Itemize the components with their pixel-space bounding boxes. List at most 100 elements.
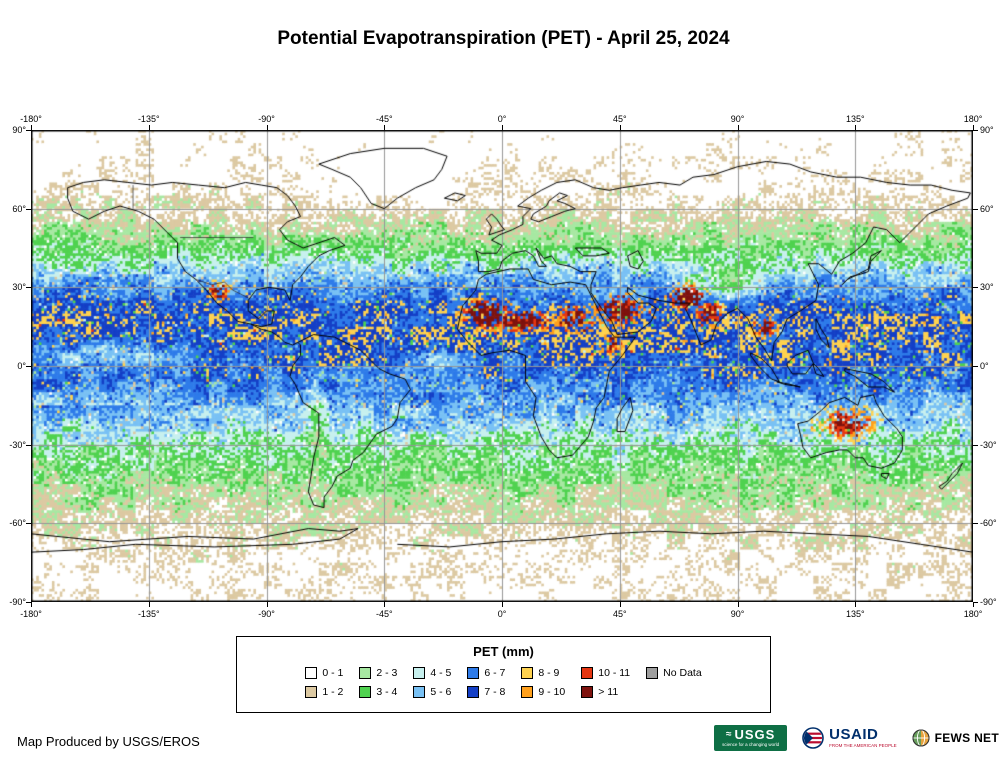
axis-tick [26,602,31,603]
legend-label: 7 - 8 [484,685,506,698]
lat-tick-label: 60° [980,203,994,214]
lon-tick-label: -90° [258,114,275,124]
lon-tick-label: -135° [137,114,160,124]
legend-item: 9 - 10 [521,684,565,699]
axis-tick [619,602,621,607]
lat-tick-label: 30° [12,282,26,293]
legend-color-swatch [305,666,318,679]
axis-tick [619,125,621,130]
legend-item: 4 - 5 [413,665,451,680]
axis-tick [973,444,978,446]
legend-label: 0 - 1 [322,666,344,679]
lat-tick-label: 0° [980,361,989,371]
lon-tick-label: 180° [963,609,983,619]
lat-tick-label: -30° [980,439,997,450]
lon-tick-label: -45° [375,609,393,619]
axis-tick [384,602,386,607]
axis-tick [31,125,32,130]
legend-color-swatch [581,666,594,679]
legend-color-swatch [305,685,318,698]
legend-grid: 0 - 1 1 - 2 2 - 3 3 - 4 4 - 5 5 - 6 6 - 7 7 - 8… [305,665,702,699]
legend-color-swatch [467,685,480,698]
globe-icon [912,729,930,747]
axis-tick [737,125,739,130]
legend-label: 4 - 5 [430,666,452,679]
axis-tick [737,602,739,607]
axis-tick [973,208,978,210]
lat-tick-label: 30° [980,282,994,293]
lat-tick-label: 60° [12,203,26,214]
legend-item: 7 - 8 [467,684,505,699]
axis-tick [502,602,503,607]
page-title: Potential Evapotranspiration (PET) - Apr… [277,28,730,49]
map-credit: Map Produced by USGS/EROS [17,734,200,749]
usgs-tagline: science for a changing world [722,742,780,747]
axis-tick [148,602,150,607]
legend-color-swatch [467,666,480,679]
legend-color-swatch [359,666,372,679]
lon-tick-label: -90° [258,609,275,619]
usgs-wordmark: ≈ USGS [726,728,775,741]
lon-tick-label: 90° [730,609,745,619]
legend-title: PET (mm) [473,644,534,659]
legend-item: 2 - 3 [359,665,397,680]
axis-tick [26,287,31,289]
usgs-name-text: USGS [734,727,776,742]
legend-label: 8 - 9 [538,666,560,679]
legend-color-swatch [521,685,534,698]
fewsnet-name-text: FEWS NET [934,730,999,745]
legend-color-swatch [413,685,426,698]
legend-item: 3 - 4 [359,684,397,699]
usgs-wave-icon: ≈ [725,728,733,740]
axis-tick [26,523,31,525]
axis-tick [26,444,31,446]
lon-tick-label: 0° [497,114,507,124]
lon-tick-label: -180° [20,114,42,124]
legend-label: 9 - 10 [538,685,566,698]
legend-label: 3 - 4 [376,685,398,698]
axis-tick [855,602,857,607]
legend-item: 10 - 11 [581,665,630,680]
axis-tick [26,130,31,131]
legend-item: 1 - 2 [305,684,343,699]
axis-tick [973,523,978,525]
legend-color-swatch [646,666,659,679]
axis-tick [26,208,31,210]
lat-tick-label: -60° [9,518,26,529]
lon-tick-label: -45° [375,114,393,124]
legend-item: 6 - 7 [467,665,505,680]
axis-tick [973,602,974,607]
legend-label: 5 - 6 [430,685,452,698]
usaid-tagline: FROM THE AMERICAN PEOPLE [829,743,897,749]
lat-tick-label: -90° [980,597,997,607]
legend-color-swatch [413,666,426,679]
usaid-flag-icon [802,726,824,749]
lon-tick-label: 135° [845,114,865,124]
lat-tick-label: -60° [980,518,997,529]
axis-tick [148,125,150,130]
legend-label: 2 - 3 [376,666,398,679]
axis-tick [384,125,386,130]
usaid-logo: USAID FROM THE AMERICAN PEOPLE [802,726,897,749]
axis-tick [973,602,978,603]
legend-item: 8 - 9 [521,665,565,680]
lat-tick-label: -30° [9,439,26,450]
legend-color-swatch [581,685,594,698]
lat-tick-label: -90° [9,597,26,607]
lat-tick-label: 0° [17,361,26,371]
axis-tick [855,125,857,130]
lon-tick-label: 180° [963,114,983,124]
legend-color-swatch [359,685,372,698]
legend-item: 0 - 1 [305,665,343,680]
legend-label: > 11 [598,685,619,698]
legend-label: No Data [663,666,702,679]
lon-tick-label: 45° [612,609,627,619]
lon-tick-label: 0° [497,609,507,619]
axis-tick [973,366,978,367]
lat-tick-label: 90° [12,125,26,135]
axis-tick [31,602,32,607]
lon-tick-label: 135° [845,609,865,619]
usaid-name-text: USAID [829,726,879,744]
axis-tick [26,366,31,367]
